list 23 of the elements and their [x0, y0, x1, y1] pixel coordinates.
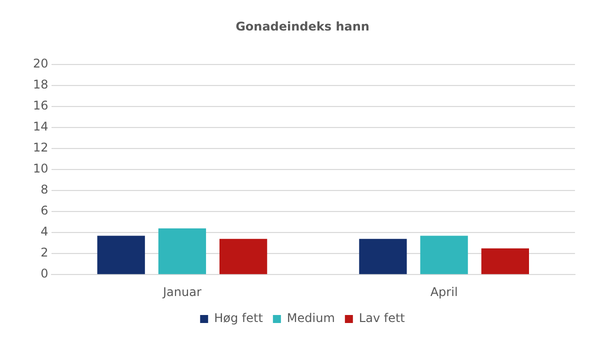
y-tick-label: 8 [40, 182, 48, 197]
bar [219, 238, 268, 274]
legend-label: Høg fett [214, 311, 264, 326]
y-tick-label: 0 [40, 266, 48, 281]
legend-label: Lav fett [358, 311, 406, 326]
y-tick-label: 18 [32, 78, 48, 92]
y-tick-label: 10 [32, 162, 48, 176]
y-tick-label: 20 [32, 56, 48, 71]
y-tick-label: 16 [32, 98, 48, 113]
chart-title: Gonadeindeks hann [236, 19, 370, 34]
legend-label: Medium [286, 311, 335, 326]
bar [420, 236, 468, 274]
bar [97, 236, 145, 274]
y-tick-label: 14 [32, 120, 48, 134]
x-tick-label: April [430, 284, 458, 299]
y-tick-label: 2 [40, 246, 48, 260]
y-tick-label: 4 [40, 224, 48, 239]
x-tick-label: Januar [162, 284, 202, 299]
bar [158, 228, 206, 274]
y-tick-label: 12 [32, 140, 48, 155]
bar [481, 248, 529, 274]
y-tick-label: 6 [40, 204, 48, 218]
bar [359, 238, 407, 274]
